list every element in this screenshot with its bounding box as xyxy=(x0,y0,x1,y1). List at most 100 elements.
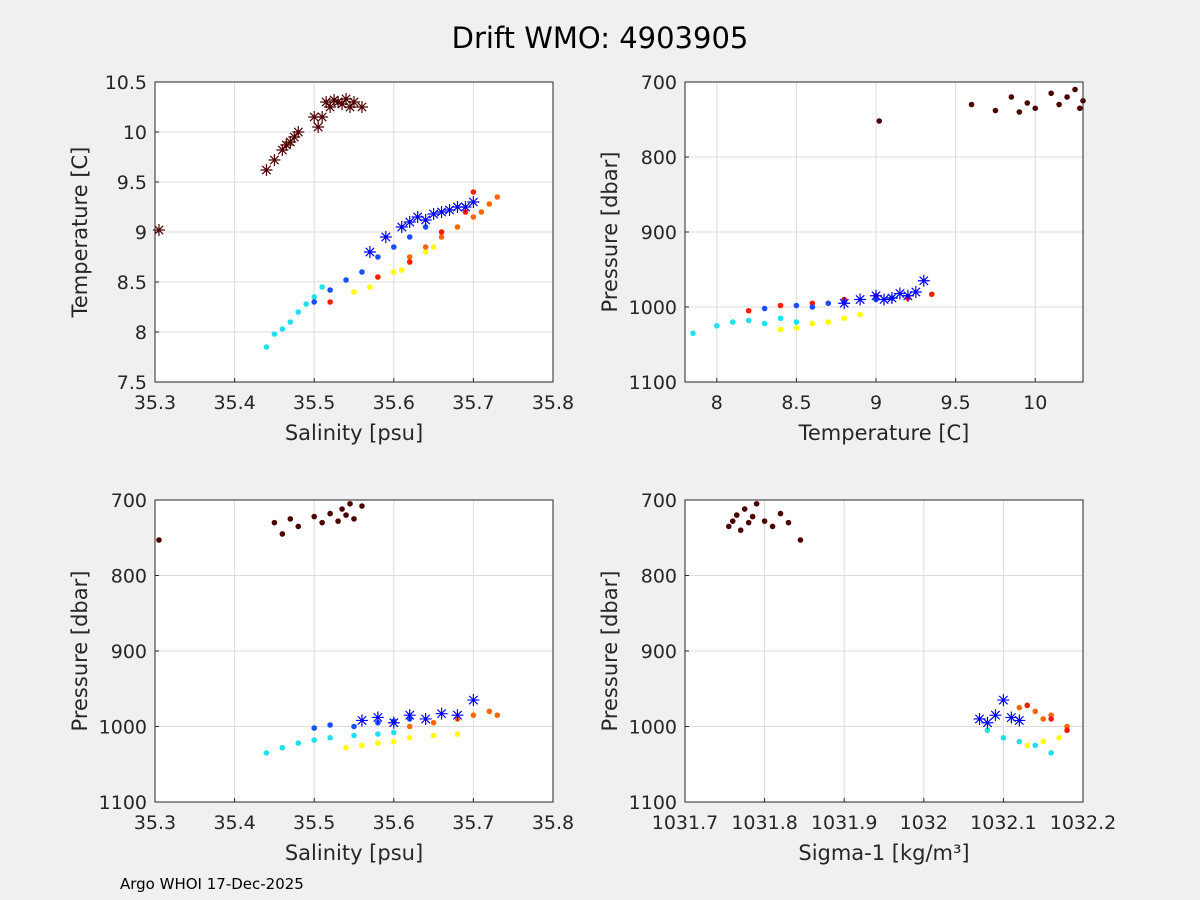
data-point xyxy=(729,319,736,325)
data-point xyxy=(351,732,357,739)
series-cyan xyxy=(984,727,1054,756)
data-point-star xyxy=(427,208,440,220)
y-tick-label: 900 xyxy=(641,222,677,244)
data-point-star xyxy=(419,214,432,226)
data-point xyxy=(406,735,413,741)
series-orange xyxy=(406,708,501,730)
x-tick-label: 8 xyxy=(711,392,723,414)
data-point xyxy=(422,224,429,230)
data-point xyxy=(761,305,768,312)
axes-sp: 35.3 35.4 35.5 35.6 35.7 35.8 700 800 900 1000 110… xyxy=(68,490,574,865)
axes-tp: 8 8.5 9 9.5 10 700 800 900 1000 1100 Temperature [… xyxy=(598,72,1086,445)
data-point xyxy=(375,731,381,737)
data-point xyxy=(406,259,413,265)
data-point xyxy=(311,294,318,300)
data-point xyxy=(470,712,477,718)
data-point xyxy=(303,301,310,307)
data-point xyxy=(319,284,325,290)
figure-title: Drift WMO: 4903905 xyxy=(452,21,749,55)
data-point xyxy=(745,519,752,526)
data-point xyxy=(1024,702,1031,709)
x-tick-label: 35.4 xyxy=(213,812,255,834)
data-point-star xyxy=(981,716,994,729)
y-tick-label: 1100 xyxy=(629,372,677,394)
plots-container: 35.3 35.4 35.5 35.6 35.7 35.8 7.5 8 8.5 9 9.5 10 10.… xyxy=(68,72,1116,865)
data-point-star xyxy=(332,96,345,108)
data-point xyxy=(793,325,800,331)
data-point xyxy=(968,101,975,108)
axes-frame xyxy=(154,81,554,383)
data-point xyxy=(327,299,333,305)
data-point xyxy=(741,506,748,512)
data-point xyxy=(327,722,333,728)
data-point xyxy=(391,269,397,275)
y-tick-label: 900 xyxy=(641,641,677,663)
data-point xyxy=(1056,735,1062,741)
data-point xyxy=(343,744,349,751)
data-point-star xyxy=(336,98,349,110)
x-tick-label: 1031.9 xyxy=(811,812,877,834)
data-point xyxy=(928,291,935,298)
x-tick-label: 9 xyxy=(870,392,882,414)
x-tick-label: 35.3 xyxy=(134,392,176,414)
data-point-star xyxy=(451,201,464,213)
data-point-star xyxy=(260,164,273,176)
data-point xyxy=(809,304,816,310)
series-early xyxy=(876,86,1086,124)
data-point xyxy=(1016,704,1023,711)
series-late-stars xyxy=(363,196,480,258)
series-late-stars xyxy=(838,274,930,310)
data-point-star xyxy=(435,206,448,218)
data-point-star xyxy=(973,712,986,725)
data-point xyxy=(809,320,816,327)
y-tick-label: 1100 xyxy=(629,792,677,814)
y-tick-label: 1100 xyxy=(99,792,147,814)
x-tick-label: 35.6 xyxy=(373,392,415,414)
data-point xyxy=(1040,716,1046,722)
data-point-star xyxy=(312,121,325,133)
data-point xyxy=(749,513,756,520)
data-point-star xyxy=(348,96,360,108)
data-point-star xyxy=(280,139,293,151)
data-point xyxy=(295,740,302,746)
x-axis-label: Sigma-1 [kg/m³] xyxy=(798,841,969,865)
data-point xyxy=(391,738,397,745)
y-tick-label: 700 xyxy=(641,490,677,512)
data-point xyxy=(438,234,445,240)
data-point xyxy=(1024,100,1031,106)
data-point xyxy=(375,274,381,280)
x-tick-label: 35.7 xyxy=(452,392,494,414)
series-cyan xyxy=(263,729,397,756)
series-red xyxy=(745,291,935,314)
data-point xyxy=(263,750,270,756)
x-tick-label: 35.6 xyxy=(373,812,415,834)
data-point xyxy=(777,302,784,309)
data-point xyxy=(279,326,286,332)
series-orange xyxy=(406,194,501,260)
data-point xyxy=(1024,742,1031,749)
y-tick-label: 9.5 xyxy=(117,172,147,194)
data-point xyxy=(271,519,278,526)
data-point-star xyxy=(320,96,333,108)
x-tick-label: 1031.7 xyxy=(652,812,718,834)
data-point xyxy=(295,309,302,315)
footer-credit: Argo WHOI 17-Dec-2025 xyxy=(120,875,304,893)
data-point-star xyxy=(328,94,341,106)
x-tick-label: 35.8 xyxy=(532,392,574,414)
data-point xyxy=(1008,94,1015,100)
data-point-star xyxy=(901,289,914,302)
x-tick-label: 8.5 xyxy=(781,392,811,414)
y-tick-label: 800 xyxy=(111,566,147,588)
y-tick-label: 1000 xyxy=(629,297,677,319)
data-point xyxy=(1048,90,1054,97)
data-point xyxy=(406,254,413,260)
data-point-star xyxy=(292,126,305,138)
data-point xyxy=(367,284,373,290)
data-point xyxy=(430,732,437,739)
data-point xyxy=(793,319,800,325)
data-point-star xyxy=(403,709,416,722)
series-yellow xyxy=(1024,735,1062,749)
data-point xyxy=(729,518,736,524)
x-tick-label: 35.3 xyxy=(134,812,176,834)
data-point xyxy=(454,731,461,737)
